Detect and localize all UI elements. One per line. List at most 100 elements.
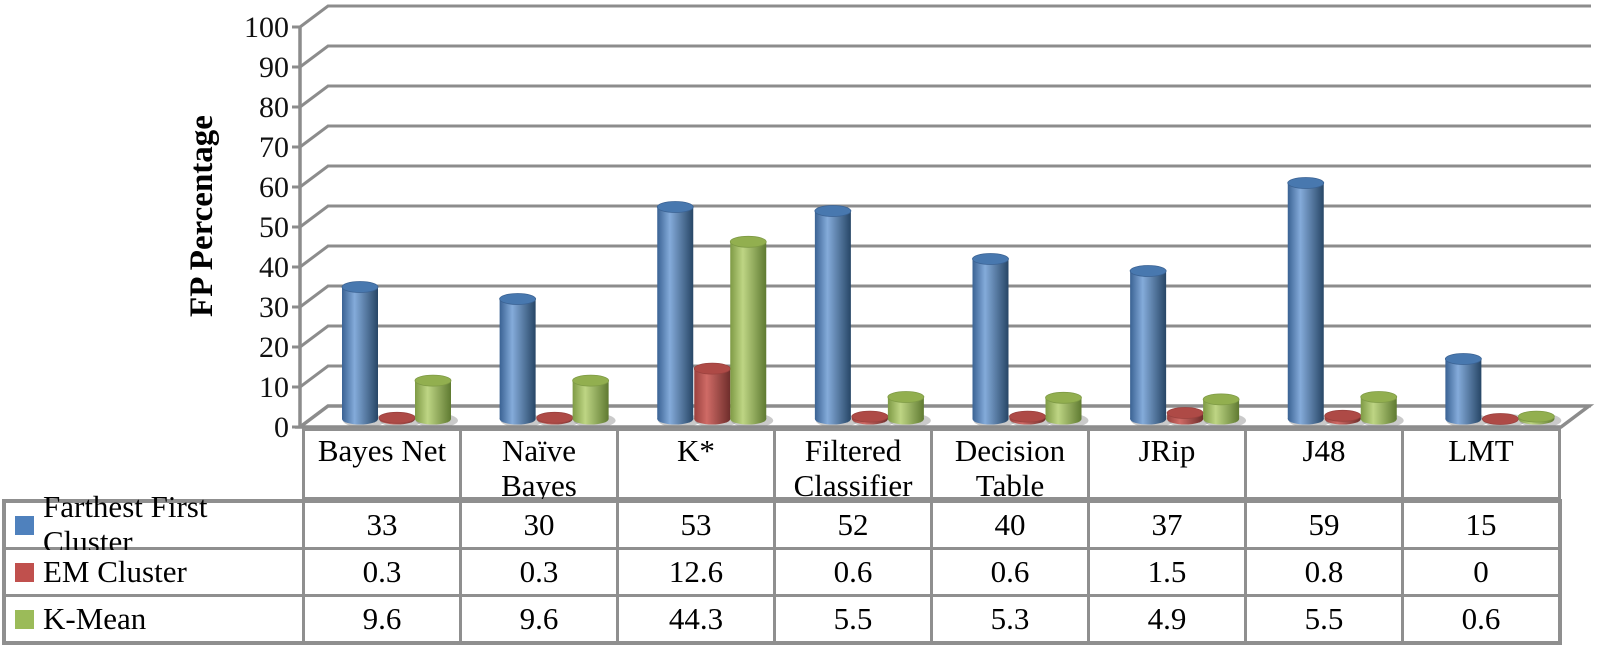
category-header-cell: K* xyxy=(619,431,773,497)
y-tick-label-30: 30 xyxy=(259,291,289,324)
value-cell: 44.3 xyxy=(619,597,773,641)
bar-cylinder-farthest-first-cluster-bayes-net xyxy=(341,281,385,428)
cylinder-body xyxy=(887,397,924,419)
y-tick-label-80: 80 xyxy=(259,91,289,124)
bar-cylinder-farthest-first-cluster-filtered-classifier xyxy=(814,205,858,428)
value-cell: 52 xyxy=(776,503,930,547)
value-cell: 0.3 xyxy=(305,550,459,594)
chart-floor xyxy=(294,404,1595,429)
y-tick-label-50: 50 xyxy=(259,211,289,244)
bar-cylinder-farthest-first-cluster-j48 xyxy=(1287,177,1331,428)
cylinder-top xyxy=(1517,410,1555,423)
cylinder-body xyxy=(1445,359,1482,419)
value-cell: 53 xyxy=(619,503,773,547)
cylinder-body xyxy=(1045,397,1082,419)
category-header-cell: J48 xyxy=(1247,431,1401,497)
gridline-20 xyxy=(299,324,1591,349)
cylinder-body xyxy=(730,241,767,419)
legend-swatch xyxy=(15,515,34,535)
cylinder-top xyxy=(378,411,416,424)
bar-cylinder-farthest-first-cluster-k- xyxy=(656,201,701,428)
value-cell: 0.6 xyxy=(776,550,930,594)
gridline-60 xyxy=(299,164,1591,189)
value-cell: 33 xyxy=(305,503,459,547)
category-header-cell: JRip xyxy=(1090,431,1244,497)
bar-cylinder-farthest-first-cluster-na-ve-bayes xyxy=(499,293,543,428)
bar-cylinder-k-mean-filtered-classifier xyxy=(887,391,931,428)
bar-cylinder-k-mean-na-ve-bayes xyxy=(572,374,616,428)
category-header-cell: LMT xyxy=(1404,431,1558,497)
y-tick-label-100: 100 xyxy=(244,11,289,44)
bar-cylinder-em-cluster-na-ve-bayes xyxy=(536,411,580,428)
value-cell: 15 xyxy=(1404,503,1558,547)
cylinder-top xyxy=(656,201,694,213)
bar-cylinder-k-mean-lmt xyxy=(1517,410,1562,428)
y-tick-label-70: 70 xyxy=(259,131,289,164)
cylinder-top xyxy=(499,293,537,305)
value-cell: 5.5 xyxy=(776,597,930,641)
y-axis-tick-labels: 0 10 20 30 40 50 60 70 80 90 100 xyxy=(244,11,289,444)
category-header-cell: Naïve Bayes xyxy=(462,431,616,503)
series-label-cell: Farthest First Cluster xyxy=(6,489,302,559)
cylinder-top xyxy=(1444,353,1482,365)
value-cell: 37 xyxy=(1090,503,1244,547)
data-table: Farthest First Cluster 33 30 53 52 40 37 59 15 EM… xyxy=(2,489,1562,645)
cylinder-top xyxy=(851,410,889,423)
cylinder-top xyxy=(1045,391,1082,404)
cylinder-body xyxy=(1287,183,1324,419)
cylinder-top xyxy=(729,235,767,248)
bar-cylinder-k-mean-bayes-net xyxy=(414,374,458,428)
cylinder-top xyxy=(1324,409,1362,422)
cylinder-top xyxy=(414,374,452,387)
value-cell: 0.6 xyxy=(933,550,1087,594)
cylinder-top xyxy=(693,362,731,375)
y-axis-title: FP Percentage xyxy=(184,115,220,317)
series-name: Farthest First Cluster xyxy=(43,489,208,559)
cylinder-body xyxy=(972,259,1009,419)
series-name: EM Cluster xyxy=(43,553,187,589)
value-cell: 0.6 xyxy=(1404,597,1558,641)
bar-cylinder-farthest-first-cluster-decision-table xyxy=(972,253,1016,428)
category-header-cell: Bayes Net xyxy=(305,431,459,497)
gridline-100 xyxy=(299,4,1591,29)
gridline-layer xyxy=(292,4,1591,429)
cylinder-top xyxy=(572,374,610,387)
y-tick-label-0: 0 xyxy=(274,411,289,444)
floor-polygon xyxy=(294,404,1595,429)
bars-layer xyxy=(341,177,1562,428)
bar-cylinder-em-cluster-filtered-classifier xyxy=(851,410,895,428)
cylinder-top xyxy=(1202,393,1240,406)
gridline-80 xyxy=(299,84,1591,109)
cylinder-body xyxy=(1360,397,1397,419)
value-cell: 0 xyxy=(1404,550,1558,594)
cylinder-top xyxy=(1009,410,1046,423)
gridline-30 xyxy=(299,284,1591,309)
cylinder-body xyxy=(415,380,451,419)
cylinder-top xyxy=(1129,265,1167,277)
bar-cylinder-em-cluster-lmt xyxy=(1481,413,1526,428)
y-tick-label-40: 40 xyxy=(259,251,289,284)
value-cell: 5.3 xyxy=(933,597,1087,641)
series-name: K-Mean xyxy=(43,600,147,636)
y-tick-label-20: 20 xyxy=(259,331,289,364)
cylinder-body xyxy=(342,287,378,419)
bar-cylinder-em-cluster-decision-table xyxy=(1009,410,1053,428)
value-cell: 4.9 xyxy=(1090,597,1244,641)
bar-cylinder-k-mean-jrip xyxy=(1202,393,1247,428)
cylinder-body xyxy=(572,380,609,419)
legend-swatch xyxy=(15,609,34,629)
value-cell: 9.6 xyxy=(305,597,459,641)
cylinder-top xyxy=(972,253,1009,265)
bar-cylinder-em-cluster-jrip xyxy=(1166,407,1211,428)
cylinder-top xyxy=(1481,413,1519,425)
bar-cylinder-k-mean-k- xyxy=(729,235,774,428)
bar-cylinder-k-mean-j48 xyxy=(1360,391,1404,428)
category-header-row: Bayes Net Naïve Bayes K* Filtered Classifie… xyxy=(302,428,1561,503)
bar-cylinder-farthest-first-cluster-lmt xyxy=(1444,353,1489,428)
value-cell: 0.8 xyxy=(1247,550,1401,594)
value-cell: 1.5 xyxy=(1090,550,1244,594)
bar-cylinder-em-cluster-bayes-net xyxy=(378,411,422,428)
value-cell: 12.6 xyxy=(619,550,773,594)
cylinder-top xyxy=(536,411,574,424)
